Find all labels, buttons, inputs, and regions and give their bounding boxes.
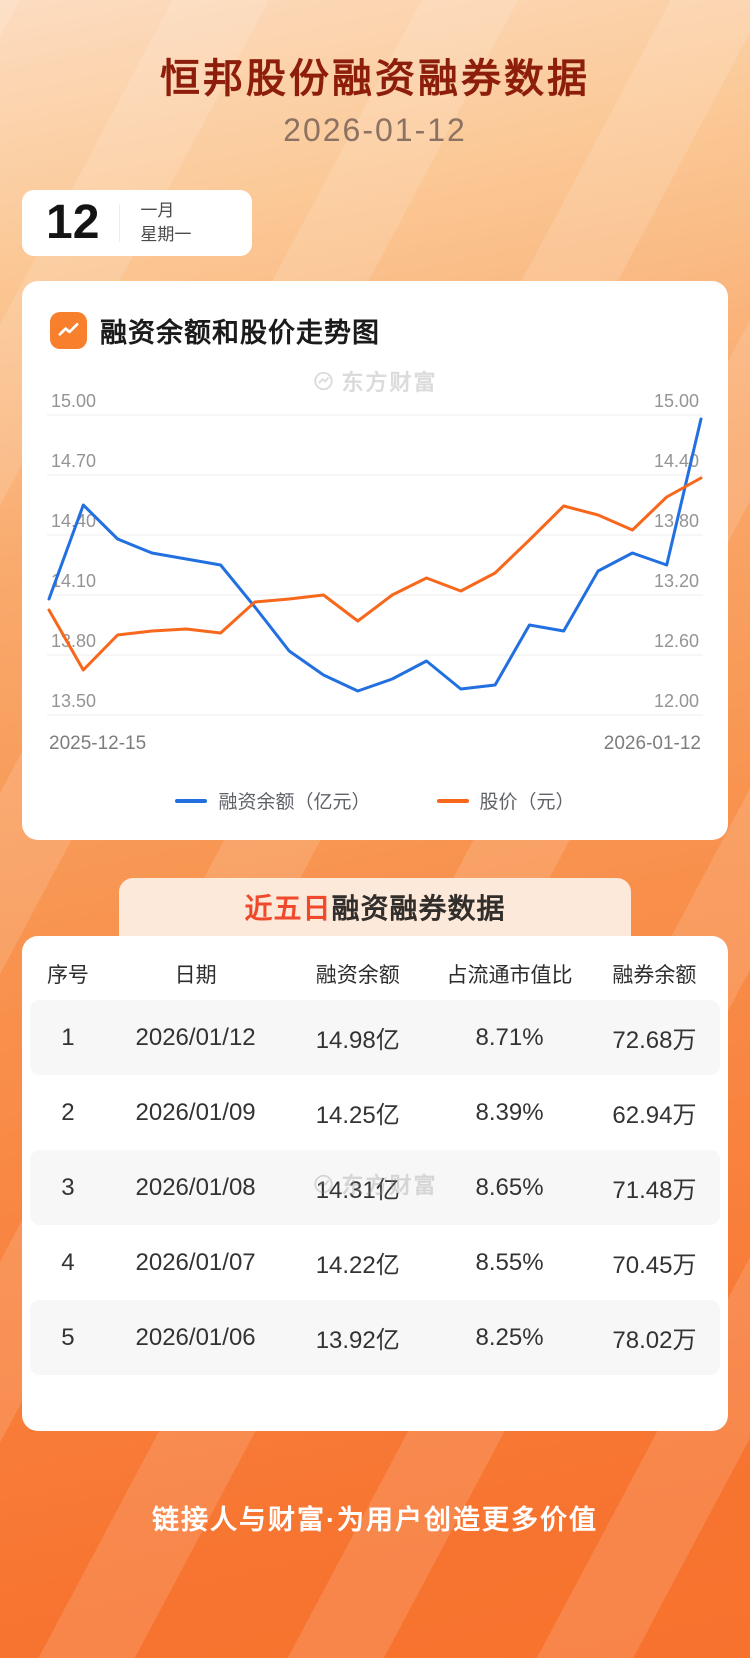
eastmoney-watermark: 东方财富 — [312, 1168, 437, 1200]
chart-legend: 融资余额（亿元） 股价（元） — [22, 787, 728, 814]
table-cell: 3 — [30, 1150, 106, 1225]
calendar-day: 12 — [46, 196, 100, 249]
trend-chart: 15.00 15.00 14.70 14.40 14.40 13.80 14.10 13.20… — [47, 391, 703, 754]
svg-text:13.80: 13.80 — [51, 631, 96, 651]
table-cell: 8.39% — [475, 1098, 544, 1126]
table-cell: 2026/01/09 — [135, 1098, 256, 1126]
table-title-highlight: 近五日 — [244, 893, 332, 924]
svg-text:14.70: 14.70 — [51, 451, 96, 471]
table-cell: 13.92亿 — [285, 1300, 431, 1375]
calendar-divider — [119, 204, 121, 242]
table-cell: 71.48万 — [588, 1150, 720, 1225]
table-cell: 8.55% — [475, 1248, 544, 1276]
table-title-rest: 融资融券数据 — [331, 893, 506, 924]
table-cell: 62.94万 — [612, 1102, 697, 1129]
svg-text:14.10: 14.10 — [51, 571, 96, 591]
table-cell: 8.71% — [430, 1000, 589, 1075]
svg-text:2025-12-15: 2025-12-15 — [49, 733, 146, 754]
table-cell: 70.45万 — [612, 1252, 697, 1279]
table-cell: 14.31亿 — [285, 1150, 431, 1225]
svg-text:15.00: 15.00 — [654, 391, 699, 411]
column-header: 序号 — [46, 964, 89, 987]
table-cell: 5 — [30, 1300, 106, 1375]
chart-section-heading: 融资余额和股价走势图 — [50, 311, 380, 350]
column-header: 日期 — [174, 964, 217, 987]
legend-item-financing-balance: 融资余额（亿元） — [175, 787, 371, 814]
table-cell: 72.68万 — [588, 1000, 720, 1075]
column-header: 融资余额 — [315, 964, 400, 987]
table-row: 2 2026/01/09 14.25亿 8.39% 62.94万 — [30, 1075, 720, 1150]
footer-slogan: 链接人与财富·为用户创造更多价值 — [152, 1505, 598, 1535]
eastmoney-logo-icon — [314, 1174, 333, 1193]
chart-card: 融资余额和股价走势图 东方财富 15.00 15.00 14.70 14.40 14.4… — [22, 281, 728, 840]
table-section: 近五日 融资融券数据 序号 日期 融资余额 占流通市值比 融券余额 1 2026/01/12… — [22, 878, 728, 1431]
calendar-chip: 12 一月 星期一 — [22, 190, 252, 256]
table-cell: 4 — [61, 1248, 75, 1276]
svg-text:14.40: 14.40 — [51, 511, 96, 531]
table-row: 4 2026/01/07 14.22亿 8.55% 70.45万 — [30, 1225, 720, 1300]
svg-text:13.50: 13.50 — [51, 691, 96, 711]
table-cell: 78.02万 — [588, 1300, 720, 1375]
eastmoney-logo-icon — [314, 371, 333, 391]
table-card: 序号 日期 融资余额 占流通市值比 融券余额 1 2026/01/12 14.98亿 8.71… — [22, 936, 728, 1431]
margin-data-table: 序号 日期 融资余额 占流通市值比 融券余额 1 2026/01/12 14.98亿 8.71… — [30, 948, 720, 1375]
eastmoney-watermark: 东方财富 — [312, 365, 437, 397]
table-cell: 8.65% — [430, 1150, 589, 1225]
legend-swatch-blue — [175, 798, 208, 803]
calendar-weekday: 星期一 — [140, 225, 192, 244]
svg-text:12.00: 12.00 — [654, 691, 699, 711]
table-cell: 2026/01/06 — [105, 1300, 286, 1375]
page-date: 2026-01-12 — [283, 112, 467, 148]
column-header: 融券余额 — [612, 964, 697, 987]
table-cell: 2 — [61, 1098, 75, 1126]
svg-text:15.00: 15.00 — [51, 391, 96, 411]
page-title: 恒邦股份融资融券数据 — [160, 57, 590, 101]
table-cell: 14.25亿 — [315, 1102, 400, 1129]
table-cell: 2026/01/12 — [105, 1000, 286, 1075]
column-header: 占流通市值比 — [446, 964, 573, 987]
watermark-text: 东方财富 — [341, 370, 438, 395]
legend-swatch-orange — [436, 798, 469, 803]
svg-text:14.40: 14.40 — [654, 451, 699, 471]
table-row: 1 2026/01/12 14.98亿 8.71% 72.68万 — [30, 1000, 720, 1075]
calendar-month: 一月 — [140, 201, 175, 221]
table-row: 3 2026/01/08 14.31亿 8.65% 71.48万 — [30, 1150, 720, 1225]
table-cell: 14.22亿 — [315, 1252, 400, 1279]
svg-text:12.60: 12.60 — [654, 631, 699, 651]
chart-heading-text: 融资余额和股价走势图 — [100, 318, 380, 348]
table-cell: 1 — [30, 1000, 106, 1075]
table-cell: 8.25% — [430, 1300, 589, 1375]
svg-text:2026-01-12: 2026-01-12 — [604, 733, 701, 754]
calendar-text-column: 一月 星期一 — [140, 199, 191, 247]
table-header-row: 序号 日期 融资余额 占流通市值比 融券余额 — [30, 948, 720, 1000]
table-row: 5 2026/01/06 13.92亿 8.25% 78.02万 — [30, 1300, 720, 1375]
line-chart-icon — [50, 312, 87, 349]
legend-label: 融资余额（亿元） — [218, 792, 371, 813]
table-cell: 2026/01/08 — [105, 1150, 286, 1225]
watermark-text: 东方财富 — [341, 1172, 438, 1198]
table-title-banner: 近五日 融资融券数据 — [119, 878, 631, 936]
legend-item-stock-price: 股价（元） — [436, 787, 575, 814]
svg-text:13.20: 13.20 — [654, 571, 699, 591]
table-cell: 14.98亿 — [285, 1000, 431, 1075]
table-cell: 2026/01/07 — [135, 1248, 256, 1276]
legend-label: 股价（元） — [479, 792, 575, 813]
